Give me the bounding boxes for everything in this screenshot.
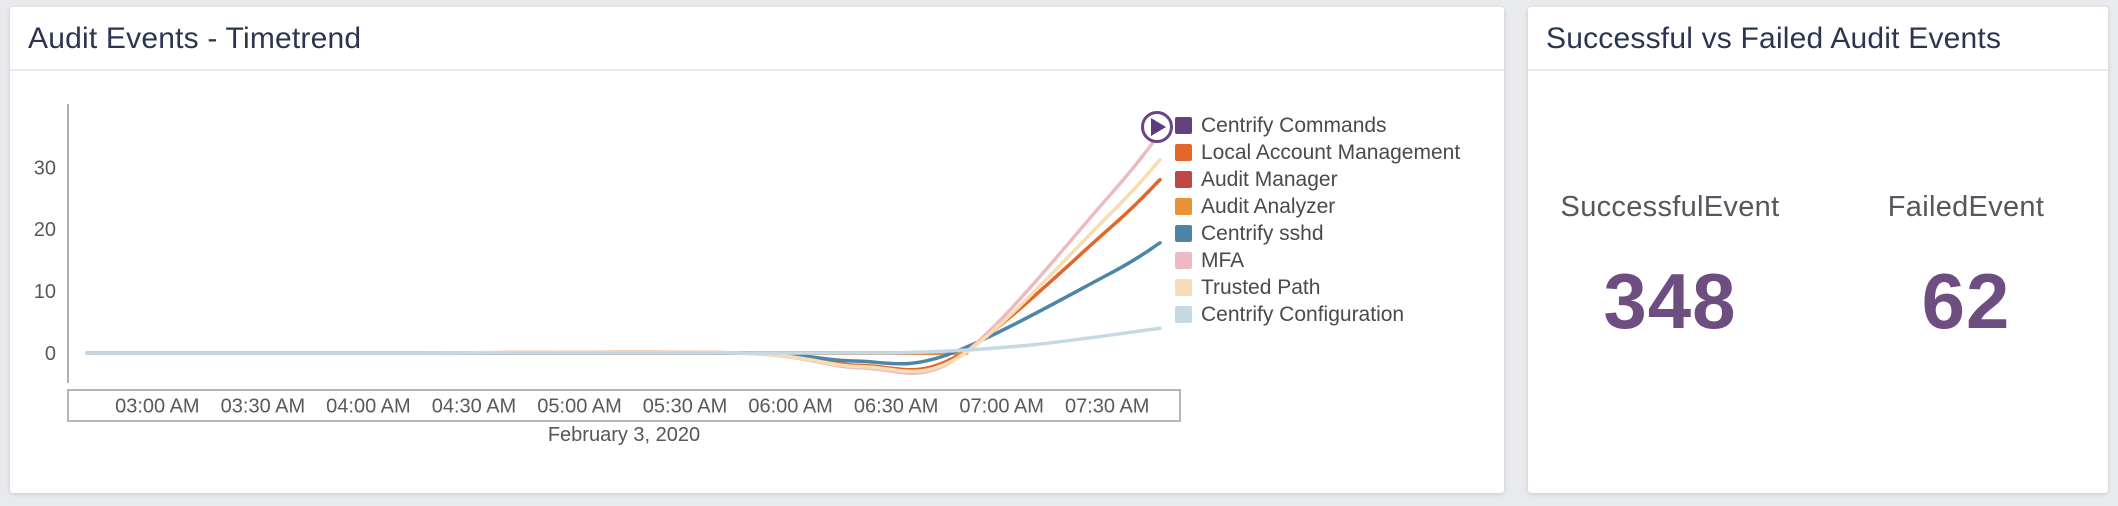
x-tick-label: 05:30 AM [643,396,728,418]
timetrend-chart: 0 10 20 30 03:00 AM 03:30 AM 04:00 AM 04:30 AM… [34,104,1181,446]
legend-label: Audit Manager [1201,168,1338,191]
playhead-button[interactable] [1141,111,1173,143]
series-line-centrify-configuration [85,326,1162,355]
legend-item-centrify-sshd[interactable]: Centrify sshd [1175,220,1460,247]
play-icon [1151,118,1166,136]
x-tick-label: 06:00 AM [748,396,833,418]
series-line-trusted-path [85,158,1162,374]
success-vs-failed-card: Successful vs Failed Audit Events Succes… [1528,7,2108,493]
legend-label: Centrify sshd [1201,222,1324,245]
legend-item-audit-manager[interactable]: Audit Manager [1175,166,1460,193]
failed-event-stat: FailedEvent 62 [1841,191,2091,347]
stats-row: SuccessfulEvent 348 FailedEvent 62 [1528,191,2108,347]
series-line-mfa [85,131,1162,375]
legend-swatch [1175,306,1192,323]
card-divider [10,69,1504,71]
successful-event-stat: SuccessfulEvent 348 [1545,191,1795,347]
timetrend-card: Audit Events - Timetrend 0 10 20 30 03:00 A… [10,7,1504,493]
legend-label: Centrify Commands [1201,114,1387,137]
y-tick-label: 0 [45,343,56,365]
x-tick-label: 04:30 AM [432,396,517,418]
successful-event-label: SuccessfulEvent [1560,191,1780,223]
x-tick-label: 03:00 AM [115,396,200,418]
legend-item-local-account-management[interactable]: Local Account Management [1175,139,1460,166]
date-label: February 3, 2020 [548,424,700,446]
legend-label: Local Account Management [1201,141,1461,164]
card-divider [1528,69,2108,71]
x-axis-strip[interactable] [67,389,1181,422]
failed-event-label: FailedEvent [1887,191,2045,223]
x-tick-labels: 03:00 AM 03:30 AM 04:00 AM 04:30 AM 05:00 AM… [115,396,1149,418]
series-lines [85,131,1162,375]
legend-swatch [1175,144,1192,161]
legend-swatch [1175,225,1192,242]
legend-swatch [1175,252,1192,269]
y-tick-labels: 0 10 20 30 [34,157,56,365]
x-tick-label: 03:30 AM [221,396,306,418]
legend-swatch [1175,198,1192,215]
legend-label: Trusted Path [1201,276,1321,299]
x-tick-label: 04:00 AM [326,396,411,418]
x-tick-label: 07:30 AM [1065,396,1150,418]
x-tick-label: 07:00 AM [959,396,1044,418]
x-tick-label: 06:30 AM [854,396,939,418]
legend-label: Centrify Configuration [1201,303,1405,326]
legend-item-centrify-commands[interactable]: Centrify Commands [1175,112,1460,139]
legend-swatch [1175,171,1192,188]
legend-label: Audit Analyzer [1201,195,1336,218]
successful-event-value: 348 [1603,257,1737,345]
failed-event-value: 62 [1921,257,2011,345]
legend-item-trusted-path[interactable]: Trusted Path [1175,274,1460,301]
timetrend-card-title: Audit Events - Timetrend [28,22,362,55]
y-tick-label: 20 [34,219,56,241]
y-tick-label: 30 [34,157,56,179]
series-line-centrify-sshd [85,241,1162,366]
success-vs-failed-card-title: Successful vs Failed Audit Events [1546,22,2002,55]
legend-item-audit-analyzer[interactable]: Audit Analyzer [1175,193,1460,220]
y-tick-label: 10 [34,281,56,303]
legend-item-mfa[interactable]: MFA [1175,247,1460,274]
legend-item-centrify-configuration[interactable]: Centrify Configuration [1175,301,1460,328]
chart-legend: Centrify Commands Local Account Managemen… [1175,112,1460,328]
legend-label: MFA [1201,249,1245,272]
legend-swatch [1175,117,1192,134]
x-tick-label: 05:00 AM [537,396,622,418]
series-line-local-account-management [85,177,1162,372]
legend-swatch [1175,279,1192,296]
